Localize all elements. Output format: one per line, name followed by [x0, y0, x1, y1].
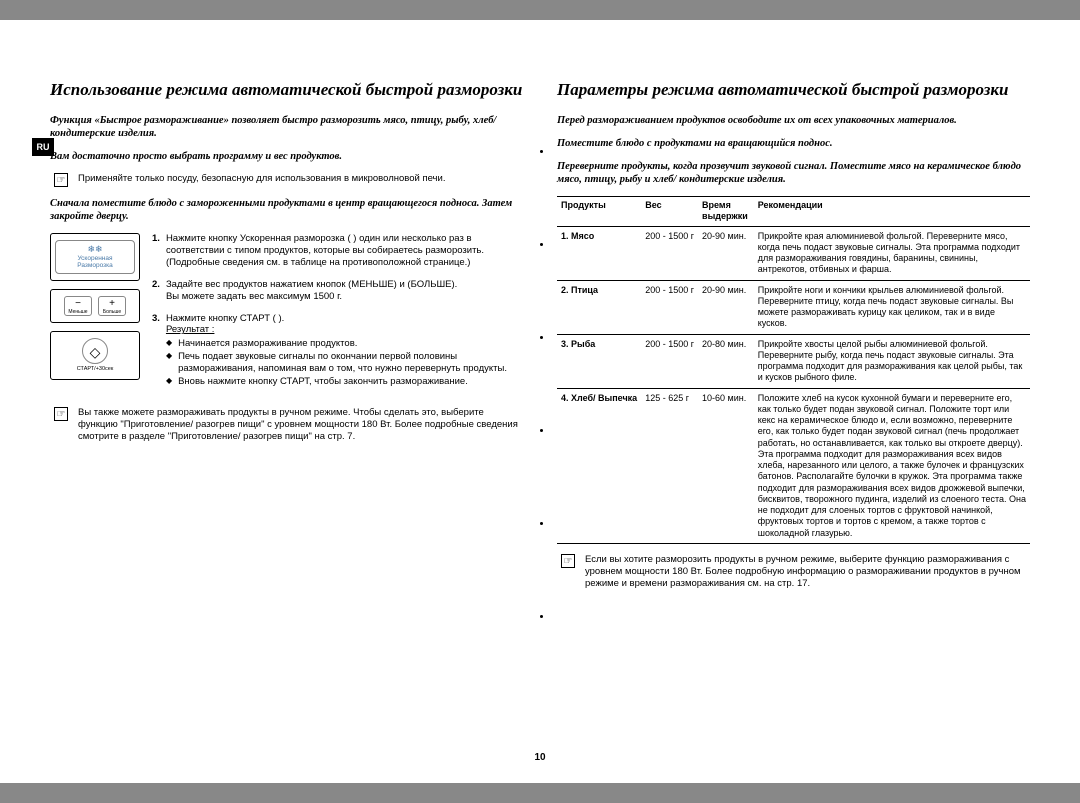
- step-3-text: Нажмите кнопку СТАРТ ( ).: [166, 313, 523, 325]
- th-product: Продукты: [557, 197, 641, 227]
- button-defrost: ❄❄ Ускоренная Разморозка: [50, 233, 140, 281]
- table-row: 4. Хлеб/ Выпечка 125 - 625 г 10-60 мин. …: [557, 388, 1030, 543]
- left-column: Использование режима автоматической быст…: [50, 80, 523, 753]
- step-2-text: Задайте вес продуктов нажатием кнопок (М…: [166, 279, 457, 290]
- cell-weight: 200 - 1500 г: [641, 280, 698, 334]
- right-column: Параметры режима автоматической быстрой …: [557, 80, 1030, 753]
- manual-page: RU Использование режима автоматической б…: [0, 20, 1080, 783]
- intro-place: Поместите блюдо с продуктами на вращающи…: [557, 137, 1030, 150]
- cell-product: 4. Хлеб/ Выпечка: [557, 388, 641, 543]
- steps-list: 1. Нажмите кнопку Ускоренная разморозка …: [152, 233, 523, 399]
- language-tab: RU: [32, 138, 54, 156]
- note-cookware-text: Применяйте только посуду, безопасную для…: [78, 173, 445, 187]
- button-start: ◇ СТАРТ/+30сек: [50, 331, 140, 380]
- params-table: Продукты Вес Время выдержки Рекомендации…: [557, 196, 1030, 544]
- intro-unpack: Перед размораживанием продуктов освободи…: [557, 114, 1030, 127]
- cell-time: 20-80 мин.: [698, 334, 754, 388]
- result-3: Вновь нажмите кнопку СТАРТ, чтобы законч…: [178, 376, 468, 388]
- section-title-params: Параметры режима автоматической быстрой …: [557, 80, 1030, 100]
- button-start-label: СТАРТ/+30сек: [55, 366, 135, 373]
- cell-rec: Прикройте ноги и кончики крыльев алюмини…: [754, 280, 1030, 334]
- cell-product: 2. Птица: [557, 280, 641, 334]
- note-manual-text: Вы также можете размораживать продукты в…: [78, 407, 523, 443]
- column-separator-dots: [540, 150, 541, 723]
- note-manual-defrost-text: Если вы хотите разморозить продукты в ру…: [585, 554, 1030, 590]
- cell-time: 10-60 мин.: [698, 388, 754, 543]
- intro-function: Функция «Быстрое размораживание» позволя…: [50, 114, 523, 140]
- button-more: +Больше: [98, 296, 126, 316]
- cell-time: 20-90 мин.: [698, 226, 754, 280]
- result-bullets: Начинается размораживание продуктов. Печ…: [166, 338, 523, 388]
- th-rec: Рекомендации: [754, 197, 1030, 227]
- button-defrost-label: Ускоренная Разморозка: [60, 255, 130, 269]
- table-row: 3. Рыба 200 - 1500 г 20-80 мин. Прикройт…: [557, 334, 1030, 388]
- cell-weight: 200 - 1500 г: [641, 334, 698, 388]
- result-2: Печь подает звуковые сигналы по окончани…: [178, 351, 523, 375]
- control-buttons-column: ❄❄ Ускоренная Разморозка −Меньше +Больше…: [50, 233, 140, 399]
- cell-rec: Прикройте края алюминиевой фольгой. Пере…: [754, 226, 1030, 280]
- button-less: −Меньше: [64, 296, 92, 316]
- page-number: 10: [0, 752, 1080, 763]
- button-less-more: −Меньше +Больше: [50, 289, 140, 323]
- result-1: Начинается размораживание продуктов.: [178, 338, 357, 350]
- note-icon: ☞: [561, 554, 575, 568]
- step-1-text: Нажмите кнопку Ускоренная разморозка ( )…: [166, 233, 523, 269]
- note-icon: ☞: [54, 407, 68, 421]
- result-label: Результат :: [166, 324, 214, 335]
- table-row: 1. Мясо 200 - 1500 г 20-90 мин. Прикройт…: [557, 226, 1030, 280]
- section-title-usage: Использование режима автоматической быст…: [50, 80, 523, 100]
- cell-weight: 200 - 1500 г: [641, 226, 698, 280]
- cell-product: 3. Рыба: [557, 334, 641, 388]
- cell-rec: Положите хлеб на кусок кухонной бумаги и…: [754, 388, 1030, 543]
- intro-turn: Переверните продукты, когда прозвучит зв…: [557, 160, 1030, 186]
- note-manual-defrost: ☞ Если вы хотите разморозить продукты в …: [561, 554, 1030, 590]
- th-weight: Вес: [641, 197, 698, 227]
- note-manual-mode: ☞ Вы также можете размораживать продукты…: [54, 407, 523, 443]
- table-row: 2. Птица 200 - 1500 г 20-90 мин. Прикрой…: [557, 280, 1030, 334]
- step-2-sub: Вы можете задать вес максимум 1500 г.: [166, 291, 342, 302]
- intro-place-dish: Сначала поместите блюдо с замороженными …: [50, 197, 523, 223]
- cell-time: 20-90 мин.: [698, 280, 754, 334]
- cell-rec: Прикройте хвосты целой рыбы алюминиевой …: [754, 334, 1030, 388]
- cell-weight: 125 - 625 г: [641, 388, 698, 543]
- note-icon: ☞: [54, 173, 68, 187]
- note-cookware: ☞ Применяйте только посуду, безопасную д…: [54, 173, 523, 187]
- th-time: Время выдержки: [698, 197, 754, 227]
- intro-select: Вам достаточно просто выбрать программу …: [50, 150, 523, 163]
- cell-product: 1. Мясо: [557, 226, 641, 280]
